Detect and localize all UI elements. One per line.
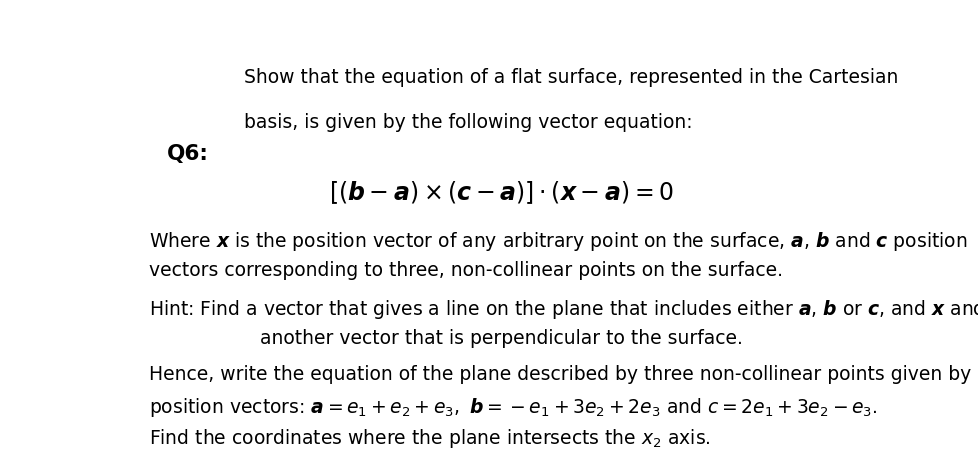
Text: another vector that is perpendicular to the surface.: another vector that is perpendicular to …: [260, 329, 742, 348]
Text: vectors corresponding to three, non-collinear points on the surface.: vectors corresponding to three, non-coll…: [149, 261, 782, 280]
Text: Find the coordinates where the plane intersects the $x_2$ axis.: Find the coordinates where the plane int…: [149, 428, 710, 450]
Text: position vectors: $\boldsymbol{a} = e_1 + e_2 + e_3,\ \boldsymbol{b} = -e_1 + 3e: position vectors: $\boldsymbol{a} = e_1 …: [149, 396, 876, 419]
Text: basis, is given by the following vector equation:: basis, is given by the following vector …: [244, 113, 691, 132]
Text: Where $\boldsymbol{x}$ is the position vector of any arbitrary point on the surf: Where $\boldsymbol{x}$ is the position v…: [149, 230, 966, 253]
Text: Q6:: Q6:: [166, 145, 208, 164]
Text: Show that the equation of a flat surface, represented in the Cartesian: Show that the equation of a flat surface…: [244, 68, 897, 87]
Text: Hint: Find a vector that gives a line on the plane that includes either $\boldsy: Hint: Find a vector that gives a line on…: [149, 298, 978, 321]
Text: Hence, write the equation of the plane described by three non-collinear points g: Hence, write the equation of the plane d…: [149, 365, 970, 384]
Text: $[(\boldsymbol{b} - \boldsymbol{a}) \times (\boldsymbol{c} - \boldsymbol{a})] \c: $[(\boldsymbol{b} - \boldsymbol{a}) \tim…: [329, 179, 674, 206]
